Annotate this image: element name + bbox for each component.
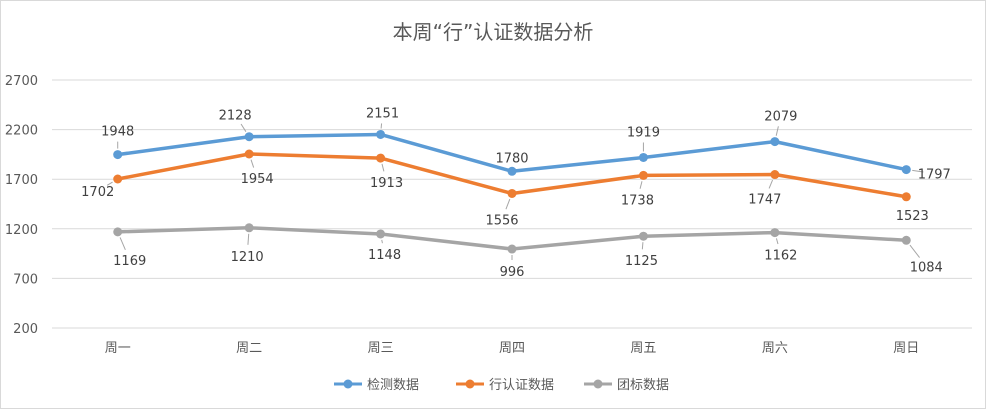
x-tick-label: 周四 xyxy=(499,341,525,356)
chart-title: 本周“行”认证数据分析 xyxy=(392,20,594,44)
y-tick-label: 1700 xyxy=(5,173,38,188)
label-leader-line xyxy=(106,181,113,186)
data-point xyxy=(638,231,648,241)
legend-marker xyxy=(465,379,475,389)
label-leader-line xyxy=(775,126,779,136)
data-label: 1780 xyxy=(495,151,528,166)
y-tick-label: 2200 xyxy=(5,124,38,139)
legend-entry: 行认证数据 xyxy=(489,378,554,393)
x-tick-label: 周二 xyxy=(236,341,262,356)
data-label: 1913 xyxy=(370,176,403,191)
data-point xyxy=(244,149,254,159)
data-point xyxy=(638,170,648,180)
legend-marker xyxy=(593,379,603,389)
data-point xyxy=(901,192,911,202)
x-tick-label: 周三 xyxy=(368,341,394,356)
y-tick-label: 1200 xyxy=(5,223,38,238)
data-label: 1948 xyxy=(101,125,134,140)
data-label: 2128 xyxy=(219,109,252,124)
data-point xyxy=(113,227,123,237)
legend-entry: 团标数据 xyxy=(617,378,669,393)
y-tick-label: 200 xyxy=(13,322,38,337)
data-point xyxy=(638,152,648,162)
data-point xyxy=(507,166,517,176)
label-leader-line xyxy=(381,163,385,172)
label-leader-line xyxy=(505,198,511,210)
data-label: 1523 xyxy=(896,209,929,224)
data-label: 1084 xyxy=(910,260,943,275)
label-leader-line xyxy=(381,239,383,244)
data-point xyxy=(113,174,123,184)
x-tick-label: 周一 xyxy=(105,341,131,356)
label-leader-line xyxy=(247,233,250,245)
label-leader-line xyxy=(912,169,924,173)
data-point xyxy=(507,188,517,198)
x-tick-label: 周五 xyxy=(630,341,656,356)
data-label: 1125 xyxy=(625,254,658,269)
data-label: 1747 xyxy=(748,193,781,208)
data-point xyxy=(901,235,911,245)
y-tick-label: 2700 xyxy=(5,74,38,89)
label-leader-line xyxy=(639,181,643,189)
legend-entry: 检测数据 xyxy=(367,378,419,393)
data-label: 1210 xyxy=(231,250,264,265)
data-point xyxy=(901,165,911,175)
y-tick-label: 700 xyxy=(13,272,38,287)
data-label: 1797 xyxy=(918,168,951,183)
data-label: 1954 xyxy=(241,172,274,187)
data-label: 1702 xyxy=(81,185,114,200)
data-point xyxy=(376,153,386,163)
data-label: 996 xyxy=(500,265,525,280)
label-leader-line xyxy=(641,242,644,250)
data-point xyxy=(376,229,386,239)
x-tick-label: 周日 xyxy=(893,341,919,356)
data-label: 1738 xyxy=(621,193,654,208)
data-label: 2151 xyxy=(366,106,399,121)
data-point xyxy=(507,244,517,254)
data-label: 1148 xyxy=(368,248,401,263)
label-leader-line xyxy=(909,244,920,258)
data-point xyxy=(770,228,780,238)
label-leader-line xyxy=(250,159,255,168)
data-label: 1919 xyxy=(627,125,660,140)
label-leader-line xyxy=(768,179,774,189)
x-tick-label: 周六 xyxy=(762,341,788,356)
data-point xyxy=(244,223,254,233)
data-point xyxy=(376,129,386,139)
data-point xyxy=(770,137,780,147)
label-leader-line xyxy=(119,237,126,250)
data-point xyxy=(113,150,123,160)
data-point xyxy=(770,170,780,180)
data-label: 2079 xyxy=(764,110,797,125)
data-label: 1169 xyxy=(113,254,146,269)
label-leader-line xyxy=(240,123,247,132)
data-point xyxy=(244,132,254,142)
legend-marker xyxy=(343,379,353,389)
data-label: 1556 xyxy=(485,213,518,228)
data-label: 1162 xyxy=(764,249,797,264)
label-leader-line xyxy=(775,238,779,245)
